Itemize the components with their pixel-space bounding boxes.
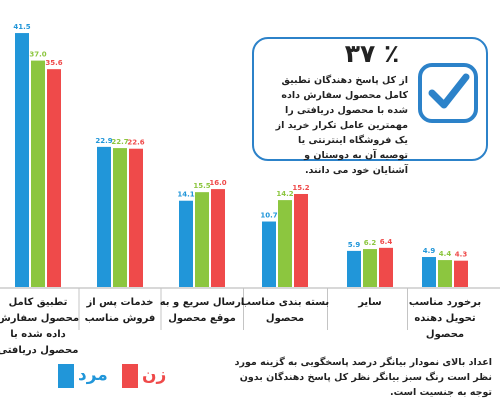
bar-5-3: [379, 247, 393, 287]
value-label-5-1: 5.9: [348, 241, 361, 249]
value-label-4-2: 14.2: [276, 190, 293, 198]
bar-2-1: [97, 146, 111, 287]
bar-2-3: [129, 148, 143, 287]
value-label-4-3: 15.2: [292, 184, 309, 192]
bar-1-2: [31, 60, 45, 287]
value-label-4-1: 10.7: [260, 212, 277, 220]
legend-female-label: زن: [142, 365, 167, 385]
category-label-4: بسته بندی مناسب محصول: [240, 297, 330, 324]
bar-3-1: [179, 200, 193, 287]
footnote: اعداد بالای نمودار بیانگر درصد پاسخگویی …: [234, 357, 492, 398]
category-label-6: برخورد مناسب تحویل دهنده محصول: [408, 297, 482, 340]
value-label-1-3: 35.6: [45, 59, 62, 67]
bar-1-3: [47, 69, 61, 288]
callout-box: ٪ ۳۷ از کل پاسخ دهندگان تطبیق کامل محصول…: [252, 37, 488, 176]
legend-female-swatch: [122, 364, 138, 388]
bar-4-2: [278, 200, 292, 287]
bar-6-3: [454, 260, 468, 287]
legend-male-swatch: [58, 364, 74, 388]
category-label-5: سایر: [358, 297, 382, 308]
bar-6-1: [422, 257, 436, 287]
value-label-2-3: 22.6: [127, 139, 144, 147]
category-label-1: تطبیق کامل محصول سفارش داده شده با محصول…: [0, 297, 80, 356]
value-label-6-1: 4.9: [423, 247, 436, 255]
value-label-5-3: 6.4: [380, 238, 393, 246]
bar-6-2: [438, 260, 452, 287]
category-label-2: خدمات پس از فروش مناسب: [84, 297, 156, 324]
legend-male-label: مرد: [78, 365, 108, 385]
bar-4-1: [262, 221, 276, 287]
bar-5-1: [347, 250, 361, 287]
value-label-6-2: 4.4: [439, 250, 452, 258]
category-label-3: ارسال سریع و به موقع محصول: [159, 297, 245, 324]
value-label-2-1: 22.9: [95, 137, 112, 145]
bar-3-3: [211, 189, 225, 287]
bar-3-2: [195, 192, 209, 287]
value-label-1-2: 37.0: [29, 51, 46, 59]
bar-5-2: [363, 249, 377, 287]
value-label-3-3: 16.0: [209, 179, 226, 187]
callout-text: از کل پاسخ دهندگان تطبیق کامل محصول سفار…: [275, 75, 408, 176]
value-label-3-2: 15.5: [193, 182, 210, 190]
value-label-3-1: 14.1: [177, 191, 194, 199]
bar-2-2: [113, 148, 127, 287]
bar-4-3: [294, 193, 308, 287]
value-label-2-2: 22.7: [111, 138, 128, 146]
value-label-5-2: 6.2: [364, 239, 377, 247]
value-label-1-1: 41.5: [13, 23, 30, 31]
bar-1-1: [15, 33, 29, 287]
callout-percent: ٪ ۳۷: [344, 39, 400, 68]
check-icon: [418, 63, 478, 123]
value-label-6-3: 4.3: [455, 251, 468, 259]
